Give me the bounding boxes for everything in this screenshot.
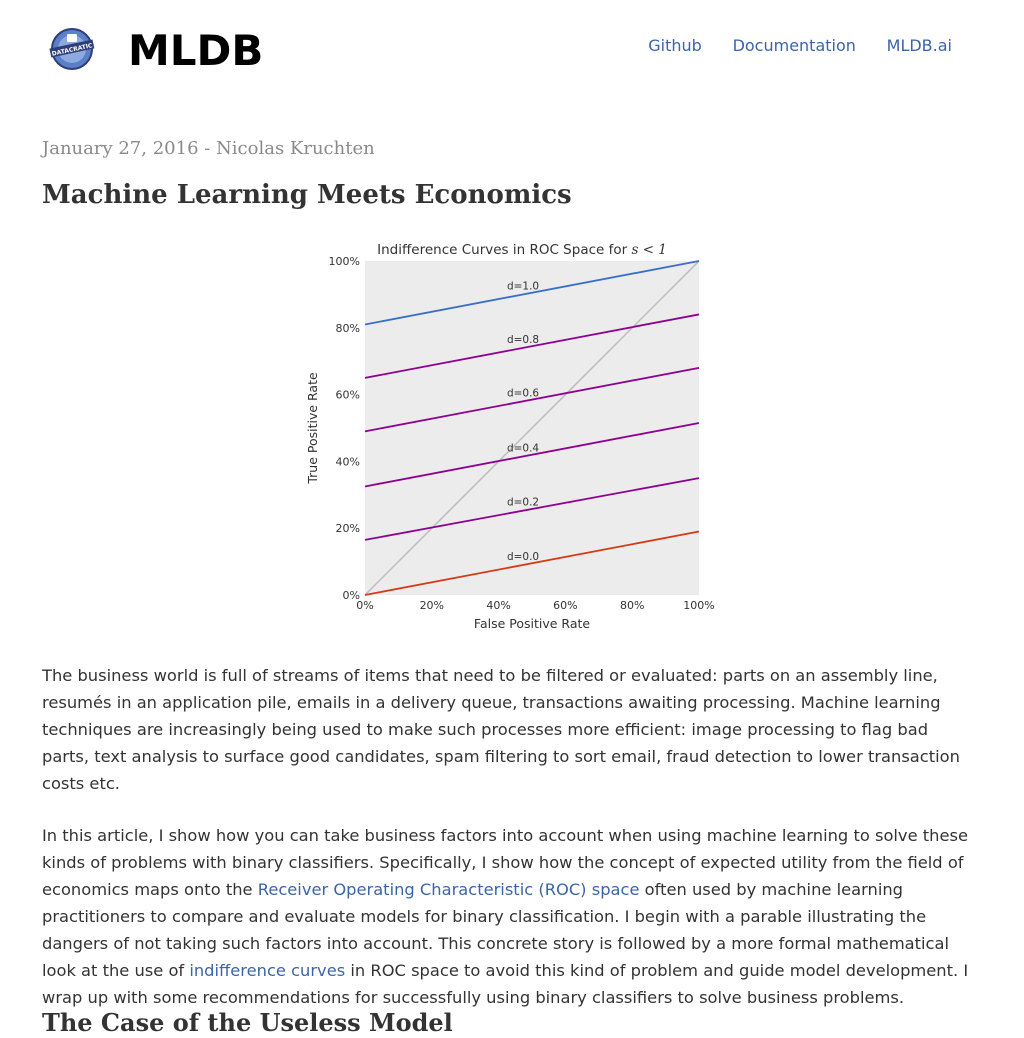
series-annotation: d=0.2: [507, 497, 539, 509]
y-tick-label: 60%: [336, 389, 360, 402]
series-annotation: d=0.6: [507, 387, 539, 399]
x-tick-label: 40%: [486, 599, 510, 612]
y-tick-label: 80%: [336, 322, 360, 335]
series-line: [364, 477, 700, 541]
x-tick-label: 100%: [683, 599, 714, 612]
chart-title-math: s < 1: [631, 242, 666, 258]
paragraph-2-text-c: in ROC space to avoid this kind of probl…: [42, 961, 969, 1007]
paragraph-2-text-b: often used by machine learning practitio…: [42, 880, 950, 980]
article-body: The business world is full of streams of…: [42, 662, 977, 1036]
series-annotation: d=1.0: [507, 280, 539, 292]
nav-link-github[interactable]: Github: [648, 36, 702, 55]
series-annotation: d=0.4: [507, 442, 539, 454]
post-meta: January 27, 2016 - Nicolas Kruchten: [42, 138, 375, 159]
site-brand[interactable]: MLDB: [128, 26, 264, 75]
y-axis-label: True Positive Rate: [305, 372, 320, 485]
top-nav: Github Documentation MLDB.ai: [622, 36, 952, 56]
datacratic-logo-icon[interactable]: DATACRATIC: [48, 26, 96, 72]
article-paragraph-2: In this article, I show how you can take…: [42, 822, 977, 1011]
series-line: [364, 260, 700, 326]
x-axis-label: False Positive Rate: [474, 616, 590, 631]
x-tick-label: 0%: [356, 599, 373, 612]
indifference-curves-link[interactable]: indifference curves: [189, 961, 346, 980]
series-annotation: d=0.8: [507, 334, 539, 346]
roc-space-link[interactable]: Receiver Operating Characteristic (ROC) …: [257, 880, 640, 899]
section-heading: The Case of the Useless Model: [42, 1008, 453, 1037]
roc-chart-figure: Indifference Curves in ROC Space for s <…: [298, 238, 728, 638]
y-tick-label: 20%: [336, 522, 360, 535]
site-header: DATACRATIC MLDB Github Documentation MLD…: [0, 0, 1024, 100]
paragraph-2-text-a: In this article, I show how you can take…: [42, 826, 968, 899]
x-tick-label: 60%: [553, 599, 577, 612]
series-line: [364, 422, 700, 488]
x-tick-label: 20%: [420, 599, 444, 612]
series-line: [364, 530, 700, 596]
diagonal-line: [364, 260, 700, 596]
series-line: [364, 366, 700, 433]
series-line: [364, 313, 700, 379]
roc-chart: Indifference Curves in ROC Space for s <…: [305, 242, 715, 631]
nav-link-mldb-ai[interactable]: MLDB.ai: [886, 36, 952, 55]
x-tick-label: 80%: [620, 599, 644, 612]
nav-link-documentation[interactable]: Documentation: [732, 36, 856, 55]
article-paragraph-1: The business world is full of streams of…: [42, 666, 960, 793]
post-title: Machine Learning Meets Economics: [42, 180, 572, 210]
y-tick-label: 40%: [336, 455, 360, 468]
y-tick-label: 0%: [343, 589, 360, 602]
chart-title: Indifference Curves in ROC Space for s <…: [377, 242, 667, 258]
y-tick-label: 100%: [329, 255, 360, 268]
series-annotation: d=0.0: [507, 551, 539, 563]
